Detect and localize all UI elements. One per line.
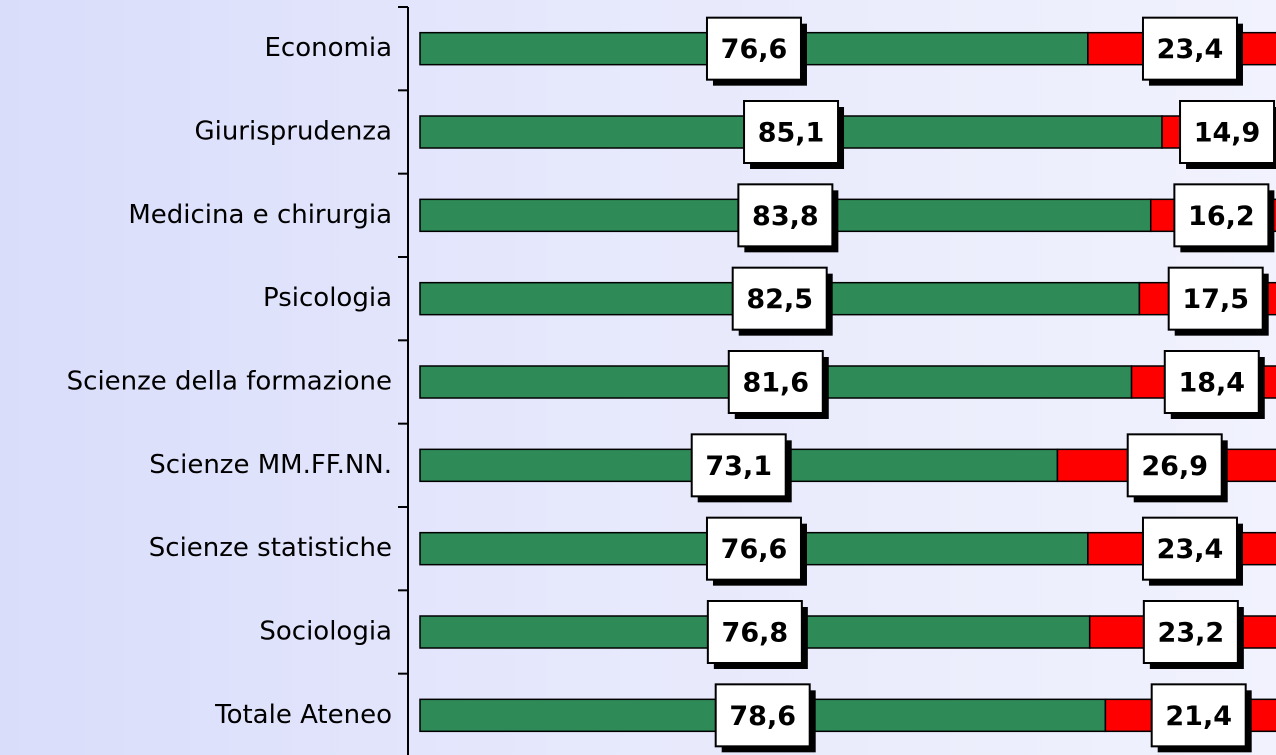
label-box <box>690 433 787 498</box>
label-box <box>743 100 840 164</box>
category-label: Economia <box>265 33 393 63</box>
data-label: 81,6 <box>742 368 809 399</box>
data-label: 78,6 <box>729 701 796 732</box>
data-label: 76,6 <box>721 534 788 565</box>
data-label: 23,4 <box>1157 534 1224 565</box>
label-box <box>1141 516 1238 581</box>
label-box <box>737 183 834 248</box>
data-label: 73,1 <box>705 451 772 482</box>
category-label: Medicina e chirurgia <box>128 200 392 230</box>
label-box <box>1150 683 1247 748</box>
data-label: 18,4 <box>1178 368 1245 399</box>
label-box <box>1167 266 1264 331</box>
label-box <box>705 516 802 581</box>
data-label: 14,9 <box>1194 118 1261 149</box>
category-label: Scienze della formazione <box>67 367 392 397</box>
label-box <box>727 350 824 414</box>
data-label: 76,6 <box>721 34 788 65</box>
category-label: Scienze MM.FF.NN. <box>149 450 392 480</box>
category-label: Scienze statistiche <box>149 533 392 563</box>
category-label: Psicologia <box>263 283 392 313</box>
data-label: 82,5 <box>746 284 813 315</box>
label-box <box>1142 600 1239 664</box>
label-box <box>1126 433 1223 498</box>
data-label: 83,8 <box>752 201 819 232</box>
label-box <box>1141 16 1238 81</box>
category-label: Giurisprudenza <box>194 117 392 147</box>
data-label: 23,2 <box>1158 618 1225 649</box>
category-label: Sociologia <box>259 617 392 647</box>
label-box <box>1179 100 1276 164</box>
category-label: Totale Ateneo <box>214 700 392 730</box>
label-box <box>731 266 828 331</box>
data-label: 16,2 <box>1188 201 1255 232</box>
label-box <box>1173 183 1270 248</box>
label-box <box>706 600 803 664</box>
label-box <box>714 683 811 748</box>
label-box <box>705 16 802 81</box>
data-label: 85,1 <box>758 118 825 149</box>
data-label: 21,4 <box>1165 701 1232 732</box>
data-label: 17,5 <box>1182 284 1249 315</box>
data-label: 76,8 <box>722 618 789 649</box>
data-label: 26,9 <box>1141 451 1208 482</box>
data-label: 23,4 <box>1157 34 1224 65</box>
label-box <box>1163 350 1260 414</box>
